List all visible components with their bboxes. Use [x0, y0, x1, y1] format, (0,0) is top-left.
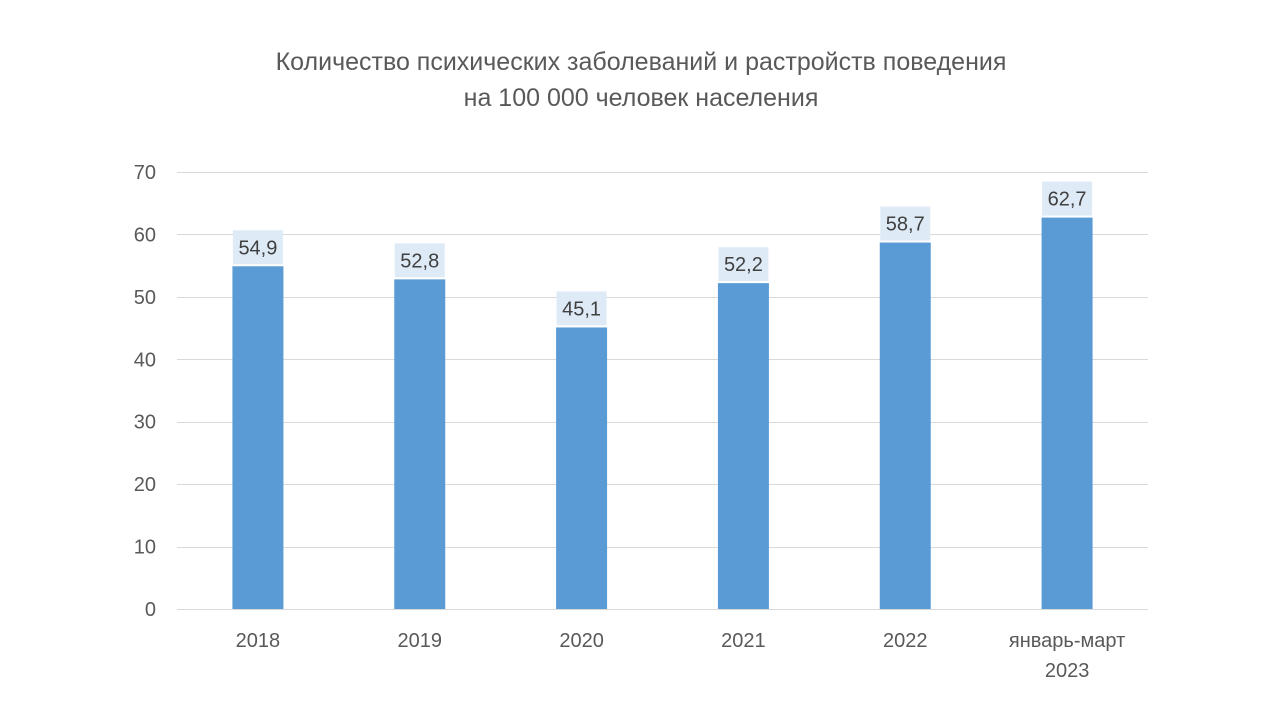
- data-label-text: 52,2: [724, 254, 763, 276]
- x-tick-label-line: 2021: [721, 630, 766, 652]
- bar: [232, 266, 284, 609]
- x-tick-label-line: январь-март: [1009, 630, 1125, 652]
- data-label-text: 54,9: [238, 237, 277, 259]
- y-axis: 0 10 20 30 40 50 60 70: [134, 162, 156, 621]
- x-tick-label-line: 2019: [398, 630, 443, 652]
- bar: [1041, 217, 1093, 609]
- data-label-text: 45,1: [562, 298, 601, 320]
- data-label-background: [1042, 181, 1093, 216]
- data-label: 62,7: [1042, 181, 1093, 216]
- data-label: 54,9: [232, 230, 283, 265]
- data-label: 45,1: [556, 291, 607, 326]
- data-label-background: [394, 243, 445, 278]
- x-tick-label: 2019: [398, 630, 443, 652]
- x-tick-label: январь-март 2023: [1009, 630, 1125, 682]
- y-tick-label: 70: [134, 162, 156, 184]
- y-tick-label: 0: [145, 599, 156, 621]
- data-label-text: 62,7: [1048, 189, 1087, 211]
- x-tick-label: 2018: [236, 630, 281, 652]
- x-tick-label-line: 2023: [1045, 660, 1090, 682]
- y-tick-label: 50: [134, 287, 156, 309]
- data-label-text: 52,8: [400, 250, 439, 272]
- data-label-text: 58,7: [886, 214, 925, 236]
- data-label-background: [232, 230, 283, 265]
- chart-title-line-2: на 100 000 человек населения: [463, 84, 819, 112]
- x-tick-label: 2021: [721, 630, 766, 652]
- x-tick-label-line: 2018: [236, 630, 281, 652]
- bar: [717, 283, 769, 609]
- x-tick-label-line: 2022: [883, 630, 928, 652]
- y-tick-label: 20: [134, 474, 156, 496]
- data-label: 52,8: [394, 243, 445, 278]
- data-label-background: [556, 291, 607, 326]
- y-tick-label: 30: [134, 412, 156, 434]
- bar: [556, 327, 608, 609]
- data-labels: 54,9 52,8 45,1 52,2 58,7 62,7: [232, 181, 1093, 326]
- data-label-background: [718, 247, 769, 282]
- x-tick-label: 2020: [559, 630, 604, 652]
- data-label-background: [880, 206, 931, 241]
- bar: [879, 242, 931, 609]
- x-tick-label-line: 2020: [559, 630, 604, 652]
- gridlines: [177, 172, 1148, 610]
- bar: [394, 279, 446, 609]
- chart-title-line-1: Количество психических заболеваний и рас…: [275, 48, 1007, 76]
- bars: [232, 217, 1093, 609]
- data-label: 58,7: [880, 206, 931, 241]
- chart-title: Количество психических заболеваний и рас…: [0, 44, 1280, 116]
- data-label: 52,2: [718, 247, 769, 282]
- y-tick-label: 10: [134, 537, 156, 559]
- x-tick-label: 2022: [883, 630, 928, 652]
- x-axis: 2018 2019 2020 2021 2022 январь-март 2023: [236, 630, 1126, 682]
- y-tick-label: 40: [134, 349, 156, 371]
- y-tick-label: 60: [134, 224, 156, 246]
